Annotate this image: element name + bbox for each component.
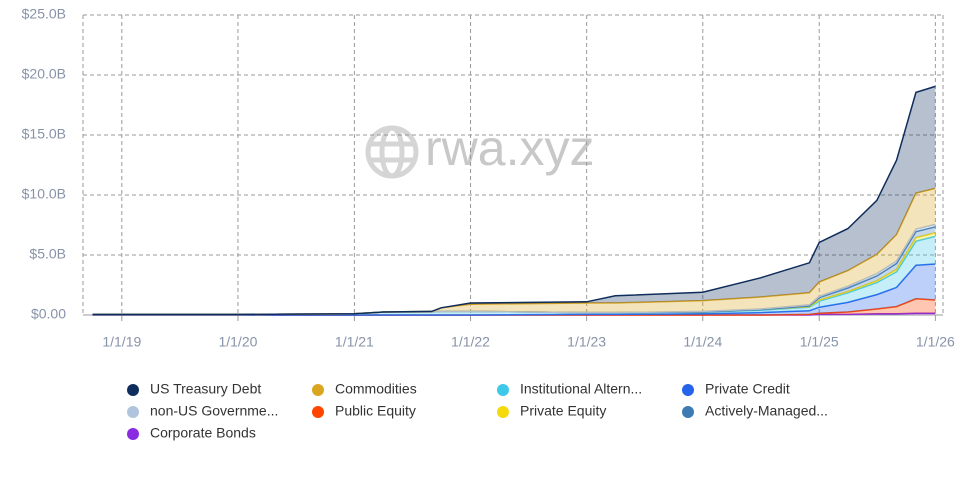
watermark: rwa.xyz <box>425 120 594 176</box>
area <box>92 264 936 315</box>
x-tick-label: 1/1/20 <box>218 334 257 350</box>
area-line <box>92 263 936 316</box>
area <box>92 298 936 315</box>
x-tick-label: 1/1/24 <box>683 334 722 350</box>
legend-label: Actively-Managed... <box>705 403 828 419</box>
x-tick-label: 1/1/25 <box>800 334 839 350</box>
y-tick-label: $5.0B <box>29 246 66 262</box>
y-tick-label: $0.00 <box>31 306 66 322</box>
y-tick-label: $10.0B <box>22 186 66 202</box>
legend-marker <box>497 406 509 418</box>
legend-marker <box>127 428 139 440</box>
legend-marker <box>312 406 324 418</box>
legend-marker <box>682 406 694 418</box>
watermark-icon <box>365 125 419 179</box>
x-tick-label: 1/1/19 <box>102 334 141 350</box>
legend-marker <box>682 384 694 396</box>
area <box>92 188 936 315</box>
legend-marker <box>127 406 139 418</box>
y-tick-label: $15.0B <box>22 126 66 142</box>
x-tick-label: 1/1/26 <box>916 334 955 350</box>
legend-label: Private Equity <box>520 403 606 419</box>
area-line <box>92 85 936 316</box>
y-tick-label: $20.0B <box>22 66 66 82</box>
legend-label: Private Credit <box>705 381 790 397</box>
legend-label: Institutional Altern... <box>520 381 642 397</box>
x-tick-label: 1/1/21 <box>335 334 374 350</box>
x-tick-label: 1/1/23 <box>567 334 606 350</box>
x-tick-label: 1/1/22 <box>451 334 490 350</box>
legend-marker <box>127 384 139 396</box>
legend-label: US Treasury Debt <box>150 381 261 397</box>
legend-label: non-US Governme... <box>150 403 278 419</box>
legend-label: Corporate Bonds <box>150 425 256 441</box>
legend-label: Public Equity <box>335 403 416 419</box>
legend-marker <box>312 384 324 396</box>
y-tick-label: $25.0B <box>22 6 66 22</box>
legend-marker <box>497 384 509 396</box>
legend-label: Commodities <box>335 381 417 397</box>
